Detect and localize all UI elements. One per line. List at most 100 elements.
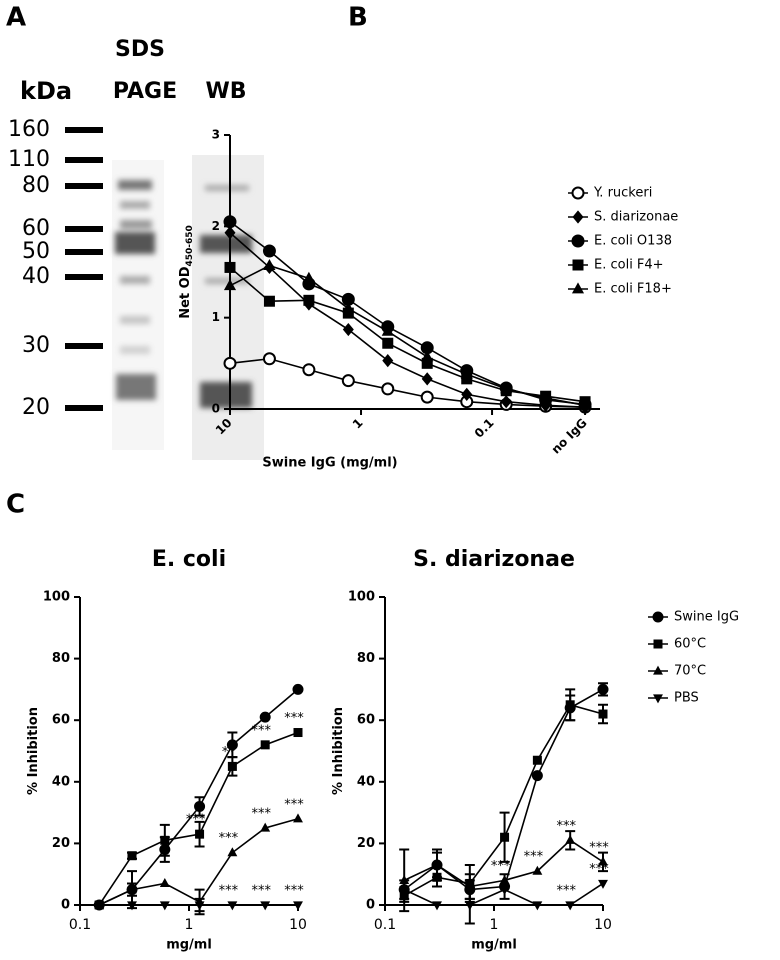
series-line [229, 221, 586, 406]
marker [223, 215, 237, 229]
marker [292, 683, 304, 695]
marker [381, 324, 394, 336]
y-tick-label: 3 [212, 128, 220, 142]
y-tick-label: 1 [212, 310, 220, 324]
marker-label: 30 [22, 333, 50, 358]
series-line [229, 232, 586, 408]
marker [260, 822, 271, 832]
marker [127, 901, 137, 911]
legend-marker [572, 259, 584, 271]
significance: *** [524, 850, 544, 865]
marker [159, 878, 170, 888]
marker [499, 874, 510, 884]
significance: *** [251, 723, 271, 738]
y-axis-label-main: % Inhibition [26, 707, 41, 795]
x-axis-label: mg/ml [471, 938, 517, 953]
x-tick-label: 0.1 [69, 917, 91, 933]
marker [263, 295, 275, 307]
marker [579, 398, 592, 410]
significance: *** [219, 831, 239, 846]
marker [293, 813, 303, 823]
marker [224, 261, 236, 273]
marker-band [65, 343, 103, 349]
marker-label: 80 [22, 173, 50, 198]
legend-label: E. coli O138 [594, 234, 672, 249]
marker [226, 739, 238, 751]
legend-label: Swine IgG [674, 610, 739, 625]
gel-panel: A kDa SDS PAGE WB [6, 3, 264, 460]
marker [500, 395, 512, 409]
marker [195, 829, 205, 839]
marker [432, 859, 442, 869]
marker [223, 279, 237, 291]
marker-label: 40 [22, 264, 50, 289]
legend-label: E. coli F4+ [594, 258, 664, 273]
marker [293, 901, 303, 911]
y-tick-label: 20 [52, 836, 70, 851]
marker [531, 770, 543, 782]
marker-band [65, 226, 103, 232]
significance: *** [589, 840, 609, 855]
y-axis-label-main: Net OD [178, 266, 193, 318]
legend-label: 60°C [674, 637, 706, 652]
y-tick-label: 40 [357, 774, 375, 789]
marker [341, 374, 355, 388]
marker-label: 60 [22, 216, 50, 241]
marker [499, 886, 510, 895]
y-tick-label: 2 [212, 219, 220, 233]
marker [421, 372, 433, 386]
significance: *** [284, 711, 304, 726]
marker-band [65, 249, 103, 255]
marker [460, 367, 473, 379]
significance: ** [222, 745, 236, 760]
marker [127, 884, 137, 894]
marker [227, 847, 238, 857]
marker-label: 50 [22, 239, 50, 264]
y-tick-label: 0 [366, 898, 375, 913]
x-tick-label: 10 [289, 917, 307, 933]
marker [500, 832, 510, 842]
marker [565, 700, 575, 710]
marker [597, 683, 609, 695]
lane-label: WB [205, 79, 246, 104]
x-axis-label: mg/ml [166, 938, 212, 953]
chart-title: E. coli [152, 547, 226, 572]
chart-title: S. diarizonae [413, 547, 575, 572]
marker-band [65, 127, 103, 133]
marker-band [65, 274, 103, 280]
marker [194, 901, 205, 911]
lane-label: PAGE [113, 79, 177, 104]
x-tick-label: 0.1 [374, 917, 396, 933]
marker [421, 350, 434, 362]
marker [227, 761, 237, 771]
marker [302, 363, 316, 377]
panel-label: C [6, 490, 25, 520]
lane-label: SDS [115, 37, 165, 62]
x-axis-label: Swine IgG (mg/ml) [262, 456, 397, 471]
marker [399, 886, 410, 895]
marker [263, 259, 276, 271]
marker [227, 901, 238, 911]
marker [303, 294, 315, 306]
marker-label: 160 [8, 117, 50, 142]
y-tick-label: 100 [348, 590, 375, 605]
x-tick-label: 1 [185, 917, 194, 933]
marker [260, 740, 270, 750]
panel-label: B [348, 3, 368, 33]
marker [432, 901, 442, 911]
marker [461, 387, 473, 401]
series-line [229, 266, 586, 403]
y-tick-label: 0 [61, 898, 70, 913]
marker [194, 800, 206, 812]
marker-band [65, 157, 103, 163]
marker [224, 226, 236, 240]
marker [262, 352, 276, 366]
legend-marker [653, 694, 663, 704]
marker [302, 271, 315, 283]
legend-marker [653, 639, 663, 649]
marker [262, 244, 276, 258]
x-tick-label: 0.1 [472, 416, 497, 441]
significance: *** [251, 807, 271, 822]
x-tick-label: no IgG [549, 416, 590, 457]
x-tick-label: 10 [594, 917, 612, 933]
